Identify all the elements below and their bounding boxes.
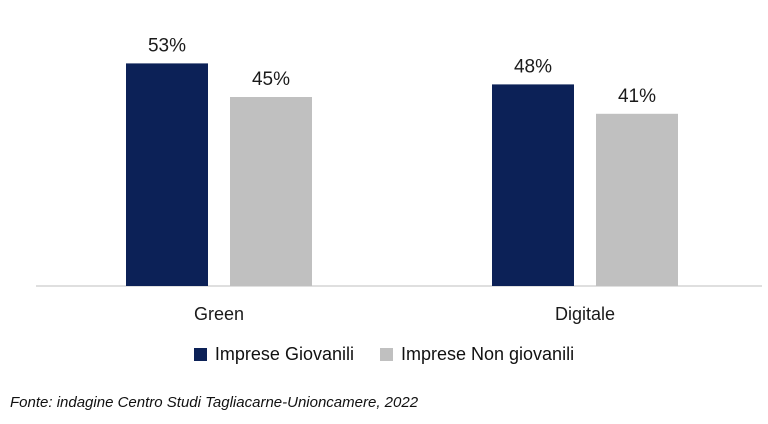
source-note: Fonte: indagine Centro Studi Tagliacarne… [10, 394, 419, 411]
data-label-digitale-non-giovanili: 41% [618, 86, 656, 107]
bar-green-giovanili [126, 63, 208, 287]
data-label-green-giovanili: 53% [148, 35, 186, 56]
bars-layer: 53% 45% Green 48% 41% Digitale [126, 35, 678, 324]
category-label-green: Green [194, 304, 244, 324]
bar-digitale-non-giovanili [596, 113, 678, 286]
legend-label-non-giovanili: Imprese Non giovanili [400, 344, 575, 364]
legend-item-non-giovanili: Imprese Non giovanili [379, 344, 575, 365]
legend-label-giovanili: Imprese Giovanili [214, 344, 354, 364]
bar-chart: 53% 45% Green 48% 41% Digitale [36, 35, 762, 324]
bar-digitale-giovanili [492, 84, 574, 287]
legend-swatch-non-giovanili [379, 348, 393, 361]
category-label-digitale: Digitale [555, 304, 615, 324]
legend-item-giovanili: Imprese Giovanili [193, 344, 354, 365]
bar-green-non-giovanili [230, 97, 312, 286]
legend-swatch-giovanili [193, 348, 207, 361]
data-label-digitale-giovanili: 48% [514, 56, 552, 77]
legend: Imprese Giovanili Imprese Non giovanili [0, 344, 768, 365]
data-label-green-non-giovanili: 45% [252, 69, 290, 90]
